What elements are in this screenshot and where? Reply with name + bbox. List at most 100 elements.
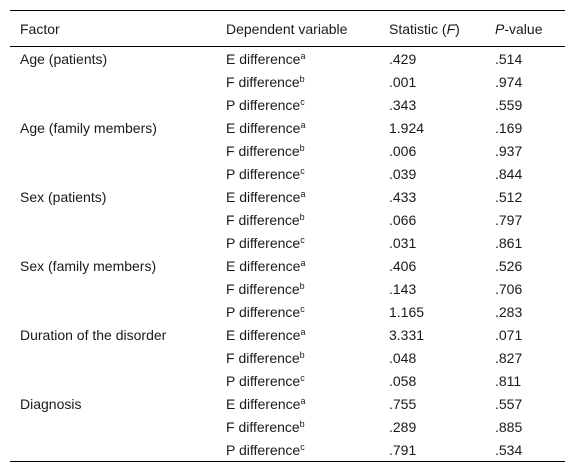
header-pvalue-suffix: -value bbox=[504, 20, 543, 37]
cell-statistic: .143 bbox=[389, 280, 417, 297]
results-table-container: Factor Dependent variable Statistic (F) … bbox=[10, 10, 565, 462]
footnote-marker: c bbox=[300, 234, 305, 245]
header-statistic-prefix: Statistic ( bbox=[389, 20, 447, 37]
cell-pvalue: .811 bbox=[495, 372, 522, 389]
footnote-marker: b bbox=[299, 211, 305, 222]
cell-factor: Duration of the disorder bbox=[20, 326, 167, 343]
cell-factor: Sex (family members) bbox=[20, 257, 157, 274]
cell-statistic: .001 bbox=[389, 73, 417, 90]
dependent-variable-label: P difference bbox=[226, 234, 301, 251]
cell-statistic: 1.924 bbox=[389, 119, 425, 136]
cell-pvalue: .512 bbox=[495, 188, 523, 205]
cell-pvalue: .844 bbox=[495, 165, 523, 182]
footnote-marker: a bbox=[300, 188, 306, 199]
header-pvalue-symbol: P bbox=[495, 20, 505, 37]
cell-dependent-variable: E differencea bbox=[216, 392, 379, 415]
cell-dependent-variable: E differencea bbox=[216, 323, 379, 346]
cell-statistic: 1.165 bbox=[389, 303, 425, 320]
cell-dependent-variable: E differencea bbox=[216, 185, 379, 208]
table-row: P differencec 1.165 .283 bbox=[10, 300, 565, 323]
results-table: Factor Dependent variable Statistic (F) … bbox=[10, 10, 565, 462]
table-row: F differenceb .289 .885 bbox=[10, 415, 565, 438]
cell-factor bbox=[10, 208, 216, 231]
table-row: Age (family members) E differencea 1.924 .1… bbox=[10, 116, 565, 139]
cell-statistic: .791 bbox=[379, 438, 485, 462]
table-row: P differencec .791.534 bbox=[10, 438, 565, 462]
footnote-marker: b bbox=[299, 280, 305, 291]
table-row: Age (patients) E differencea .429 .514 bbox=[10, 47, 565, 71]
cell-statistic: .048 bbox=[389, 349, 417, 366]
cell-pvalue: .071 bbox=[495, 326, 523, 343]
cell-dependent-variable: F differenceb bbox=[216, 139, 379, 162]
dependent-variable-label: E difference bbox=[226, 395, 301, 412]
cell-factor bbox=[10, 231, 216, 254]
cell-dependent-variable: P differencec bbox=[216, 438, 379, 462]
header-statistic-suffix: ) bbox=[455, 20, 460, 37]
dependent-variable-label: F difference bbox=[226, 349, 300, 366]
dependent-variable-label: E difference bbox=[226, 50, 301, 67]
header-row: Factor Dependent variable Statistic (F) … bbox=[10, 10, 565, 47]
dependent-variable-label: E difference bbox=[226, 326, 301, 343]
cell-dependent-variable: F differenceb bbox=[216, 208, 379, 231]
cell-statistic: .755 bbox=[389, 395, 417, 412]
cell-pvalue: .559 bbox=[495, 96, 523, 113]
header-dependent-variable: Dependent variable bbox=[216, 10, 379, 47]
cell-pvalue: .534 bbox=[485, 438, 565, 462]
table-body: Age (patients) E differencea .429.514 F dif… bbox=[10, 47, 565, 462]
header-dependent-label: Dependent variable bbox=[226, 20, 348, 37]
cell-pvalue: .937 bbox=[495, 142, 523, 159]
footnote-marker: a bbox=[300, 326, 306, 337]
cell-factor bbox=[10, 369, 216, 392]
dependent-variable-label: P difference bbox=[226, 372, 301, 389]
cell-pvalue: .514 bbox=[495, 50, 523, 67]
dependent-variable-label: F difference bbox=[226, 142, 300, 159]
footnote-marker: c bbox=[300, 372, 305, 383]
cell-statistic: .289 bbox=[389, 418, 417, 435]
cell-factor: Sex (patients) bbox=[20, 188, 107, 205]
cell-statistic: .039 bbox=[389, 165, 417, 182]
cell-pvalue: .797 bbox=[495, 211, 523, 228]
cell-dependent-variable: P differencec bbox=[216, 231, 379, 254]
cell-factor bbox=[10, 93, 216, 116]
cell-factor bbox=[10, 70, 216, 93]
header-factor-label: Factor bbox=[20, 20, 60, 37]
cell-pvalue: .283 bbox=[495, 303, 523, 320]
footnote-marker: a bbox=[300, 395, 306, 406]
cell-factor bbox=[10, 277, 216, 300]
cell-factor bbox=[10, 139, 216, 162]
dependent-variable-label: E difference bbox=[226, 257, 301, 274]
table-row: F differenceb .066 .797 bbox=[10, 208, 565, 231]
footnote-marker: c bbox=[300, 303, 305, 314]
cell-dependent-variable: P differencec bbox=[216, 162, 379, 185]
cell-statistic: 3.331 bbox=[389, 326, 425, 343]
footnote-marker: b bbox=[299, 73, 305, 84]
dependent-variable-label: E difference bbox=[226, 188, 301, 205]
cell-factor bbox=[10, 438, 216, 462]
footnote-marker: c bbox=[300, 96, 305, 107]
footnote-marker: b bbox=[299, 349, 305, 360]
dependent-variable-label: P difference bbox=[226, 303, 301, 320]
dependent-variable-label: F difference bbox=[226, 211, 300, 228]
header-statistic: Statistic (F) bbox=[379, 10, 485, 47]
footnote-marker: a bbox=[300, 257, 306, 268]
cell-factor: Age (patients) bbox=[20, 50, 108, 67]
cell-factor: Age (family members) bbox=[20, 119, 157, 136]
table-row: P differencec .039 .844 bbox=[10, 162, 565, 185]
cell-factor bbox=[10, 346, 216, 369]
dependent-variable-label: P difference bbox=[226, 441, 301, 458]
header-pvalue: P-value bbox=[485, 10, 565, 47]
footnote-marker: b bbox=[299, 142, 305, 153]
table-row: F differenceb .001 .974 bbox=[10, 70, 565, 93]
table-row: F differenceb .006 .937 bbox=[10, 139, 565, 162]
table-row: Duration of the disorder E differencea 3.3… bbox=[10, 323, 565, 346]
dependent-variable-label: E difference bbox=[226, 119, 301, 136]
cell-statistic: .406 bbox=[389, 257, 417, 274]
cell-pvalue: .827 bbox=[495, 349, 523, 366]
cell-statistic: .066 bbox=[389, 211, 417, 228]
cell-pvalue: .706 bbox=[495, 280, 523, 297]
table-row: Sex (patients) E differencea .433 .512 bbox=[10, 185, 565, 208]
cell-statistic: .343 bbox=[389, 96, 417, 113]
header-statistic-symbol: F bbox=[446, 20, 456, 37]
dependent-variable-label: F difference bbox=[226, 73, 300, 90]
cell-dependent-variable: E differencea bbox=[216, 254, 379, 277]
